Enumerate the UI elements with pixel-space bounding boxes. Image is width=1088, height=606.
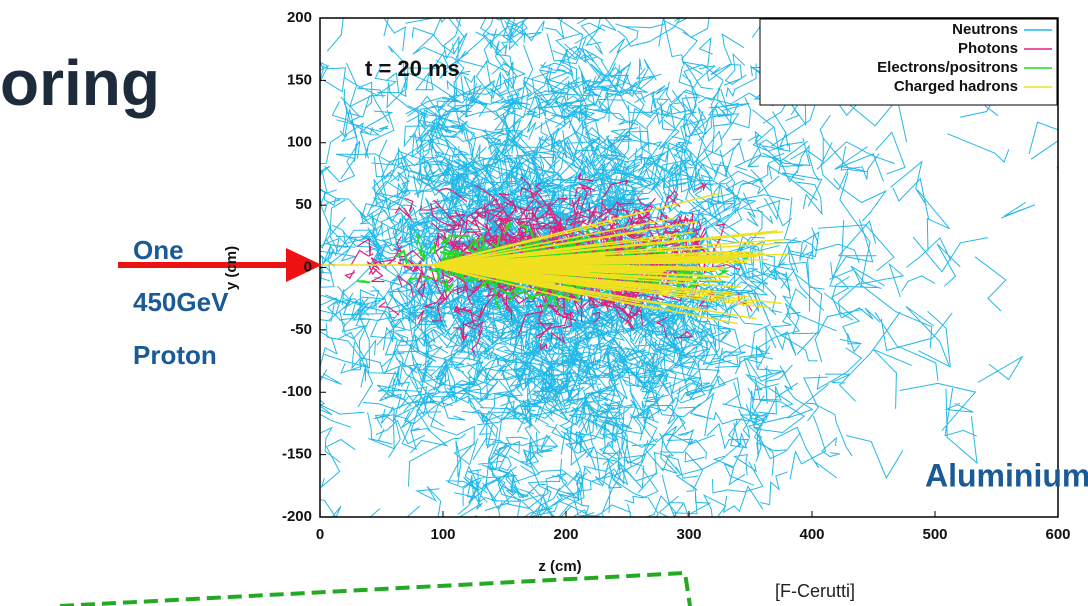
y-tick-label: -200 <box>282 508 312 525</box>
beam-label: 450GeV <box>133 287 229 317</box>
material-label: Aluminium <box>925 457 1088 493</box>
legend-label: Neutrons <box>952 21 1018 38</box>
x-tick-label: 100 <box>430 526 455 543</box>
time-annotation: t = 20 ms <box>365 56 460 81</box>
x-tick-label: 400 <box>799 526 824 543</box>
y-tick-label: 100 <box>287 134 312 151</box>
x-axis-label: z (cm) <box>538 558 581 575</box>
credit: [F-Cerutti] <box>775 581 855 601</box>
y-tick-label: -100 <box>282 383 312 400</box>
beam-label: One <box>133 235 184 265</box>
legend-label: Photons <box>958 40 1018 57</box>
y-tick-label: -150 <box>282 446 312 463</box>
y-tick-label: -50 <box>290 321 312 338</box>
x-tick-label: 500 <box>922 526 947 543</box>
legend <box>759 18 1058 106</box>
legend-label: Charged hadrons <box>894 78 1018 95</box>
y-tick-label: 50 <box>295 196 312 213</box>
x-tick-label: 300 <box>676 526 701 543</box>
beam-label: Proton <box>133 340 217 370</box>
x-tick-label: 600 <box>1045 526 1070 543</box>
y-tick-label: 200 <box>287 9 312 26</box>
hadron-tracks <box>320 192 788 325</box>
x-tick-label: 200 <box>553 526 578 543</box>
neutron-tracks <box>320 18 888 517</box>
slide-title: oring <box>0 47 160 119</box>
beam-arrow-head <box>286 248 322 282</box>
dashed-outline <box>59 570 692 606</box>
y-tick-label: 0 <box>304 258 312 275</box>
y-axis-label: y (cm) <box>223 246 240 290</box>
x-tick-label: 0 <box>316 526 324 543</box>
legend-entries: Neutrons Photons Electrons/positrons Charge… <box>877 21 1052 95</box>
y-tick-label: 150 <box>287 71 312 88</box>
legend-label: Electrons/positrons <box>877 59 1018 76</box>
